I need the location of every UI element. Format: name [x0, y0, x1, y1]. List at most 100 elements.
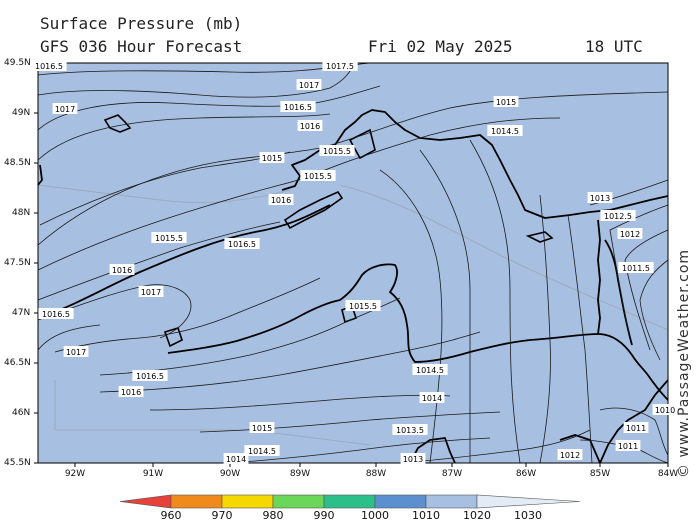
colorbar-label: 990: [313, 509, 335, 522]
colorbar-arrow-low: [119, 494, 172, 509]
contour-label: 1015.5: [304, 172, 332, 181]
contour-label: 1015: [496, 98, 516, 107]
colorbar-segment: [272, 494, 325, 509]
contour-label-bg: [151, 232, 187, 243]
contour-label: 1016: [112, 266, 132, 275]
contour-label-bg: [587, 192, 613, 203]
lat-label: 47N: [12, 308, 31, 318]
lat-label: 48N: [12, 208, 31, 218]
contour-label: 1016: [121, 388, 141, 397]
contour-label-bg: [322, 60, 358, 71]
contour-label-bg: [623, 422, 649, 433]
forecast-date: Fri 02 May 2025: [368, 37, 513, 56]
contour-label: 1012: [560, 451, 580, 460]
contour-label-bg: [652, 404, 678, 415]
colorbar-label: 1030: [514, 509, 542, 522]
lon-label: 89W: [289, 469, 311, 479]
colorbar-segment: [170, 494, 223, 509]
contour-label-bg: [118, 386, 144, 397]
contour-labels: 1016.5 1017 1017.5 1017 1016.5 1016 1015 1015.5…: [31, 60, 678, 464]
lon-label: 85W: [589, 469, 611, 479]
contour-label-bg: [400, 453, 426, 464]
colorbar-label: 970: [211, 509, 233, 522]
contour-label: 1011.5: [622, 264, 650, 273]
contour-label-bg: [493, 96, 519, 107]
contour-label-bg: [244, 445, 280, 456]
forecast-time: 18 UTC: [585, 37, 643, 56]
contour-label: 1010: [655, 406, 675, 415]
colorbar-label: 980: [262, 509, 284, 522]
contour-label-bg: [52, 103, 78, 114]
lat-label: 46N: [12, 408, 31, 418]
contour-label-bg: [487, 125, 523, 136]
lon-label: 87W: [441, 469, 463, 479]
colorbar-label: 1000: [361, 509, 389, 522]
contour-label-bg: [223, 453, 249, 464]
contour-label: 1013: [403, 455, 423, 464]
contour-label-bg: [132, 370, 168, 381]
contour-label-bg: [249, 422, 275, 433]
contour-label-bg: [392, 424, 428, 435]
contour-label: 1016.5: [228, 240, 256, 249]
lon-label: 92W: [64, 469, 86, 479]
lon-label: 84W: [657, 469, 679, 479]
contour-label: 1017: [55, 105, 75, 114]
contour-label: 1015.5: [155, 234, 183, 243]
contour-label-bg: [297, 120, 323, 131]
lat-label: 45.5N: [4, 458, 31, 468]
lat-label: 46.5N: [4, 358, 31, 368]
contour-label: 1012: [620, 230, 640, 239]
contour-label-bg: [617, 228, 643, 239]
lat-label: 47.5N: [4, 258, 31, 268]
contour-label: 1015: [262, 154, 282, 163]
contour-label: 1014: [226, 455, 246, 464]
map-subtitle: GFS 036 Hour Forecast: [40, 37, 243, 56]
contour-label-bg: [31, 60, 67, 71]
colorbar-segment: [323, 494, 376, 509]
contour-label-bg: [268, 194, 294, 205]
contour-label-bg: [618, 262, 654, 273]
contour-label: 1012.5: [604, 212, 632, 221]
contour-label: 1017: [299, 81, 319, 90]
lon-label: 90W: [219, 469, 241, 479]
contour-label-bg: [319, 145, 355, 156]
contour-label: 1014.5: [416, 366, 444, 375]
contour-label: 1013.5: [396, 426, 424, 435]
map-title: Surface Pressure (mb): [40, 14, 243, 33]
contour-label: 1011: [618, 442, 638, 451]
contour-label-bg: [300, 170, 336, 181]
contour-label-bg: [296, 79, 322, 90]
lon-label: 86W: [515, 469, 537, 479]
credit-text: © www.PassageWeather.com: [676, 248, 692, 478]
contour-label-bg: [412, 364, 448, 375]
contour-label: 1016.5: [42, 310, 70, 319]
contour-label-bg: [38, 308, 74, 319]
contour-label: 1014.5: [248, 447, 276, 456]
contour-label: 1016: [271, 196, 291, 205]
colorbar-label: 1010: [412, 509, 440, 522]
lon-label: 88W: [365, 469, 387, 479]
colorbar: [119, 494, 581, 509]
contour-label-bg: [138, 286, 164, 297]
contour-label-bg: [615, 440, 641, 451]
contour-label: 1014: [422, 394, 442, 403]
contour-label-bg: [280, 101, 316, 112]
contour-label: 1017.5: [326, 62, 354, 71]
contour-label-bg: [109, 264, 135, 275]
contour-label-bg: [345, 300, 381, 311]
contour-label: 1016.5: [284, 103, 312, 112]
lat-label: 48.5N: [4, 158, 31, 168]
contour-label-bg: [63, 346, 89, 357]
contour-label-bg: [224, 238, 260, 249]
contour-label: 1015: [252, 424, 272, 433]
contour-label-bg: [600, 210, 636, 221]
lon-label: 91W: [142, 469, 164, 479]
contour-label: 1016.5: [136, 372, 164, 381]
colorbar-arrow-high: [476, 494, 581, 509]
contour-label: 1016.5: [35, 62, 63, 71]
colorbar-label: 960: [160, 509, 182, 522]
contour-label-bg: [419, 392, 445, 403]
colorbar-segment: [425, 494, 478, 509]
contour-label: 1016: [300, 122, 320, 131]
